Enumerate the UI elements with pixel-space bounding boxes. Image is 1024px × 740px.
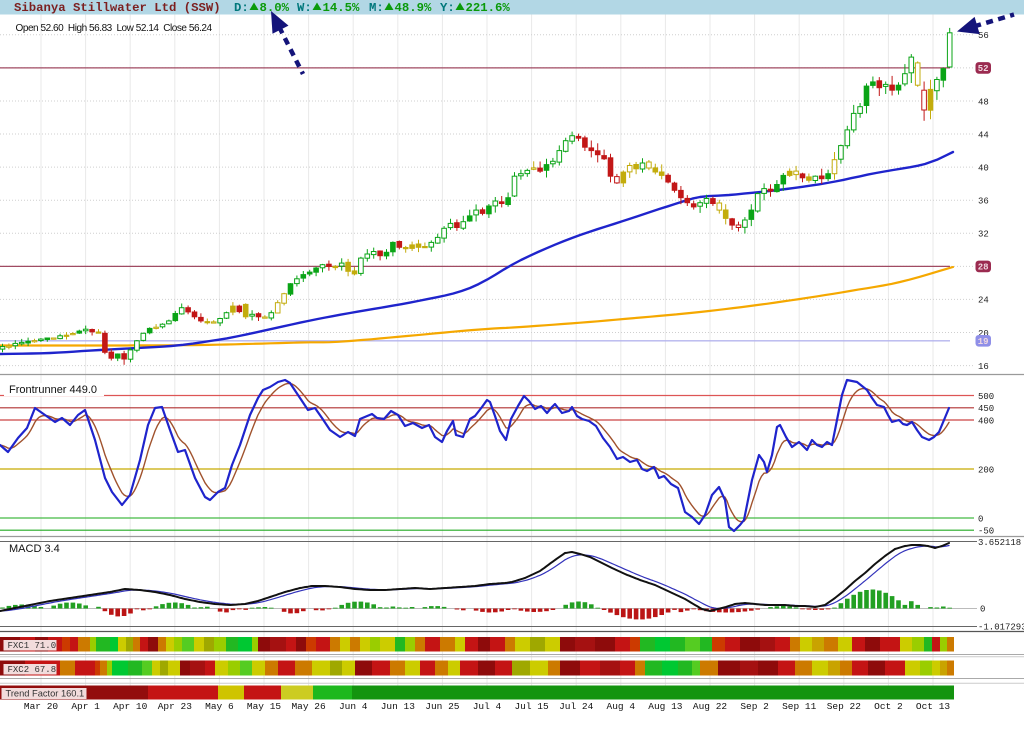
svg-text:Apr 10: Apr 10 bbox=[113, 701, 148, 712]
svg-text:16: 16 bbox=[978, 362, 989, 372]
svg-text:MACD 3.4: MACD 3.4 bbox=[9, 543, 60, 555]
svg-text:Y:: Y: bbox=[440, 1, 455, 15]
svg-text:May 15: May 15 bbox=[247, 701, 282, 712]
svg-text:W:: W: bbox=[297, 1, 312, 15]
svg-text:500: 500 bbox=[978, 392, 994, 402]
svg-text:May 26: May 26 bbox=[291, 701, 326, 712]
svg-text:Open 52.60 High 56.83 Low 52: Open 52.60 High 56.83 Low 52.14 Close 56… bbox=[16, 23, 213, 34]
svg-text:Oct 2: Oct 2 bbox=[874, 701, 903, 712]
svg-text:Jun 4: Jun 4 bbox=[339, 701, 368, 712]
svg-text:14.5%: 14.5% bbox=[323, 1, 361, 15]
svg-text:May 6: May 6 bbox=[205, 701, 234, 712]
svg-text:Jun 25: Jun 25 bbox=[425, 701, 460, 712]
svg-text:40: 40 bbox=[978, 163, 989, 173]
svg-text:20: 20 bbox=[978, 329, 989, 339]
svg-text:Oct 13: Oct 13 bbox=[916, 701, 951, 712]
svg-text:Mar 20: Mar 20 bbox=[24, 701, 59, 712]
svg-text:48: 48 bbox=[978, 97, 989, 107]
svg-text:FXC2 67.8: FXC2 67.8 bbox=[8, 665, 57, 675]
svg-text:19: 19 bbox=[978, 337, 989, 347]
svg-text:Jun 13: Jun 13 bbox=[381, 701, 416, 712]
svg-text:Sep 22: Sep 22 bbox=[827, 701, 862, 712]
svg-text:48.9%: 48.9% bbox=[395, 1, 433, 15]
svg-text:0: 0 bbox=[980, 605, 985, 615]
svg-text:Jul 24: Jul 24 bbox=[559, 701, 594, 712]
svg-text:450: 450 bbox=[978, 404, 994, 414]
svg-text:200: 200 bbox=[978, 465, 994, 475]
svg-text:3.652118: 3.652118 bbox=[978, 538, 1021, 548]
svg-text:D:: D: bbox=[234, 1, 249, 15]
svg-text:Aug 13: Aug 13 bbox=[648, 701, 683, 712]
svg-text:Apr 1: Apr 1 bbox=[71, 701, 100, 712]
svg-text:52: 52 bbox=[978, 64, 989, 74]
svg-text:221.6%: 221.6% bbox=[466, 1, 511, 15]
svg-text:36: 36 bbox=[978, 197, 989, 207]
svg-text:Sibanya Stillwater Ltd (SSW): Sibanya Stillwater Ltd (SSW) bbox=[14, 1, 221, 15]
svg-text:M:: M: bbox=[369, 1, 384, 15]
svg-text:Jul 4: Jul 4 bbox=[473, 701, 502, 712]
svg-text:Jul 15: Jul 15 bbox=[514, 701, 549, 712]
svg-text:24: 24 bbox=[978, 296, 989, 306]
svg-text:28: 28 bbox=[978, 263, 989, 273]
svg-text:Sep 11: Sep 11 bbox=[782, 701, 817, 712]
svg-text:-50: -50 bbox=[978, 527, 994, 537]
svg-text:Aug 4: Aug 4 bbox=[607, 701, 636, 712]
svg-text:Apr 23: Apr 23 bbox=[158, 701, 193, 712]
svg-text:400: 400 bbox=[978, 416, 994, 426]
svg-text:Aug 22: Aug 22 bbox=[693, 701, 728, 712]
svg-text:-1.017293: -1.017293 bbox=[978, 623, 1024, 633]
svg-text:Sep 2: Sep 2 bbox=[740, 701, 769, 712]
svg-text:FXC1 71.0: FXC1 71.0 bbox=[8, 641, 57, 651]
svg-text:56: 56 bbox=[978, 31, 989, 41]
svg-text:32: 32 bbox=[978, 230, 989, 240]
svg-text:Trend Factor 160.1: Trend Factor 160.1 bbox=[6, 689, 85, 699]
svg-text:44: 44 bbox=[978, 130, 989, 140]
svg-text:0: 0 bbox=[978, 514, 983, 524]
svg-text:Frontrunner 449.0: Frontrunner 449.0 bbox=[9, 384, 97, 396]
svg-text:8.0%: 8.0% bbox=[260, 1, 290, 15]
